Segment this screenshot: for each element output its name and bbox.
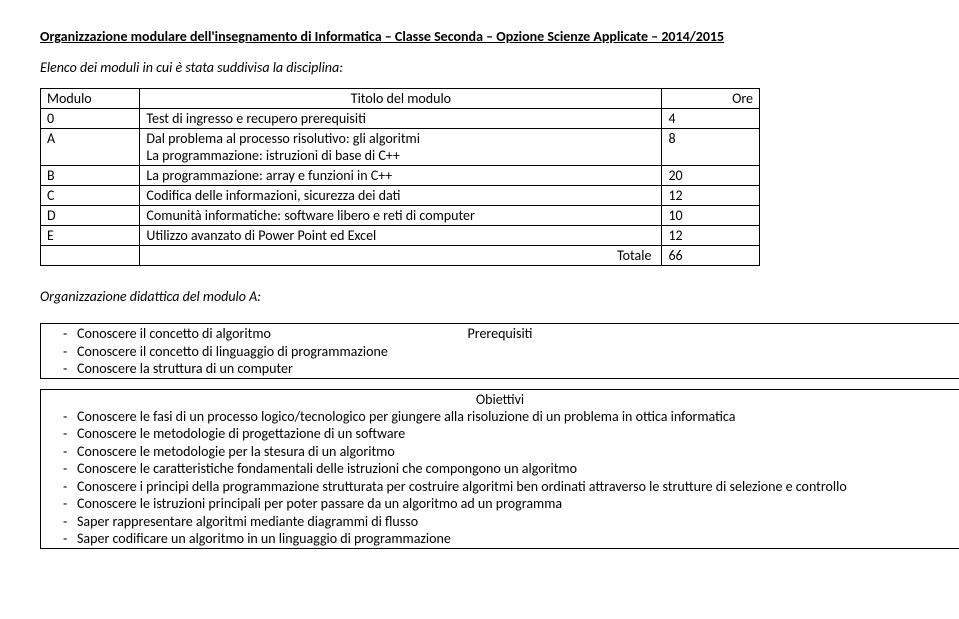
table-row: ADal problema al processo risolutivo: gl… — [41, 129, 760, 166]
cell-code: 0 — [41, 109, 140, 129]
obiettivi-box: Obiettivi Conoscere le fasi di un proces… — [40, 389, 959, 549]
cell-ore: 4 — [662, 109, 760, 129]
page-subtitle: Elenco dei moduli in cui è stata suddivi… — [40, 59, 919, 76]
list-item: Conoscere le istruzioni principali per p… — [63, 495, 959, 513]
page-title: Organizzazione modulare dell'insegnament… — [40, 28, 919, 45]
table-row: EUtilizzo avanzato di Power Point ed Exc… — [41, 226, 760, 246]
cell-ore: 10 — [662, 206, 760, 226]
cell-code: A — [41, 129, 140, 166]
cell-code: C — [41, 186, 140, 206]
cell-ore: 20 — [662, 166, 760, 186]
cell-ore: 12 — [662, 226, 760, 246]
cell-desc: Test di ingresso e recupero prerequisiti — [140, 109, 662, 129]
cell-ore: 8 — [662, 129, 760, 166]
header-modulo: Modulo — [41, 89, 140, 109]
prerequisiti-box: Prerequisiti Conoscere il concetto di al… — [40, 323, 959, 379]
cell-desc: Dal problema al processo risolutivo: gli… — [140, 129, 662, 166]
cell-ore: 12 — [662, 186, 760, 206]
table-total-row: Totale 66 — [41, 246, 760, 266]
list-item: Conoscere il concetto di algoritmo — [63, 325, 959, 343]
table-header-row: Modulo Titolo del modulo Ore — [41, 89, 760, 109]
list-item: Conoscere i principi della programmazion… — [63, 478, 959, 496]
total-value: 66 — [662, 246, 760, 266]
table-row: 0Test di ingresso e recupero prerequisit… — [41, 109, 760, 129]
obiettivi-list: Conoscere le fasi di un processo logico/… — [41, 408, 959, 548]
cell-desc: Utilizzo avanzato di Power Point ed Exce… — [140, 226, 662, 246]
cell-desc: Codifica delle informazioni, sicurezza d… — [140, 186, 662, 206]
obiettivi-title: Obiettivi — [41, 390, 959, 408]
list-item: Conoscere il concetto di linguaggio di p… — [63, 343, 959, 361]
table-row: DComunità informatiche: software libero … — [41, 206, 760, 226]
header-titolo: Titolo del modulo — [140, 89, 662, 109]
list-item: Saper codificare un algoritmo in un ling… — [63, 530, 959, 548]
cell-code: B — [41, 166, 140, 186]
cell-desc: La programmazione: array e funzioni in C… — [140, 166, 662, 186]
cell-code: E — [41, 226, 140, 246]
list-item: Conoscere le caratteristiche fondamental… — [63, 460, 959, 478]
list-item: Saper rappresentare algoritmi mediante d… — [63, 513, 959, 531]
header-ore: Ore — [662, 89, 760, 109]
list-item: Conoscere le fasi di un processo logico/… — [63, 408, 959, 426]
list-item: Conoscere le metodologie per la stesura … — [63, 443, 959, 461]
list-item: Conoscere le metodologie di progettazion… — [63, 425, 959, 443]
total-label: Totale — [140, 246, 662, 266]
prerequisiti-list: Conoscere il concetto di algoritmoConosc… — [41, 325, 959, 378]
table-row: BLa programmazione: array e funzioni in … — [41, 166, 760, 186]
cell-code: D — [41, 206, 140, 226]
module-a-label: Organizzazione didattica del modulo A: — [40, 288, 919, 305]
list-item: Conoscere la struttura di un computer — [63, 360, 959, 378]
table-row: CCodifica delle informazioni, sicurezza … — [41, 186, 760, 206]
modules-table: Modulo Titolo del modulo Ore 0Test di in… — [40, 88, 760, 266]
total-empty — [41, 246, 140, 266]
cell-desc: Comunità informatiche: software libero e… — [140, 206, 662, 226]
